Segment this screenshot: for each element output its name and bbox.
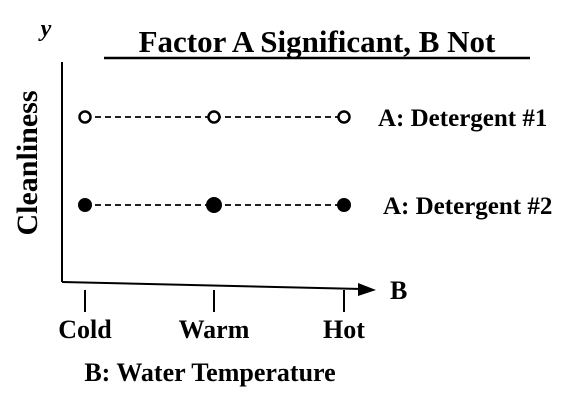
chart-title: Factor A Significant, B Not (139, 24, 496, 59)
x-axis-line (61, 281, 363, 290)
y-axis-symbol: y (38, 16, 52, 42)
x-axis-label: B: Water Temperature (84, 358, 335, 387)
x-tick-label-warm: Warm (179, 315, 250, 344)
series-2-label: A: Detergent #2 (383, 193, 552, 220)
series-2-point-hot (337, 198, 351, 212)
x-tick-label-cold: Cold (58, 315, 112, 344)
series-2-point-warm (206, 197, 222, 213)
series-1-point-hot (337, 110, 351, 124)
y-axis-label: Cleanliness (11, 90, 44, 235)
x-tick-label-hot: Hot (323, 315, 365, 344)
x-axis-symbol: B (390, 276, 407, 305)
series-1-label: A: Detergent #1 (378, 105, 547, 132)
series-1-point-cold (78, 110, 92, 124)
x-axis-arrowhead (358, 283, 376, 296)
series-2-point-cold (78, 198, 92, 212)
series-1-point-warm (207, 110, 221, 124)
